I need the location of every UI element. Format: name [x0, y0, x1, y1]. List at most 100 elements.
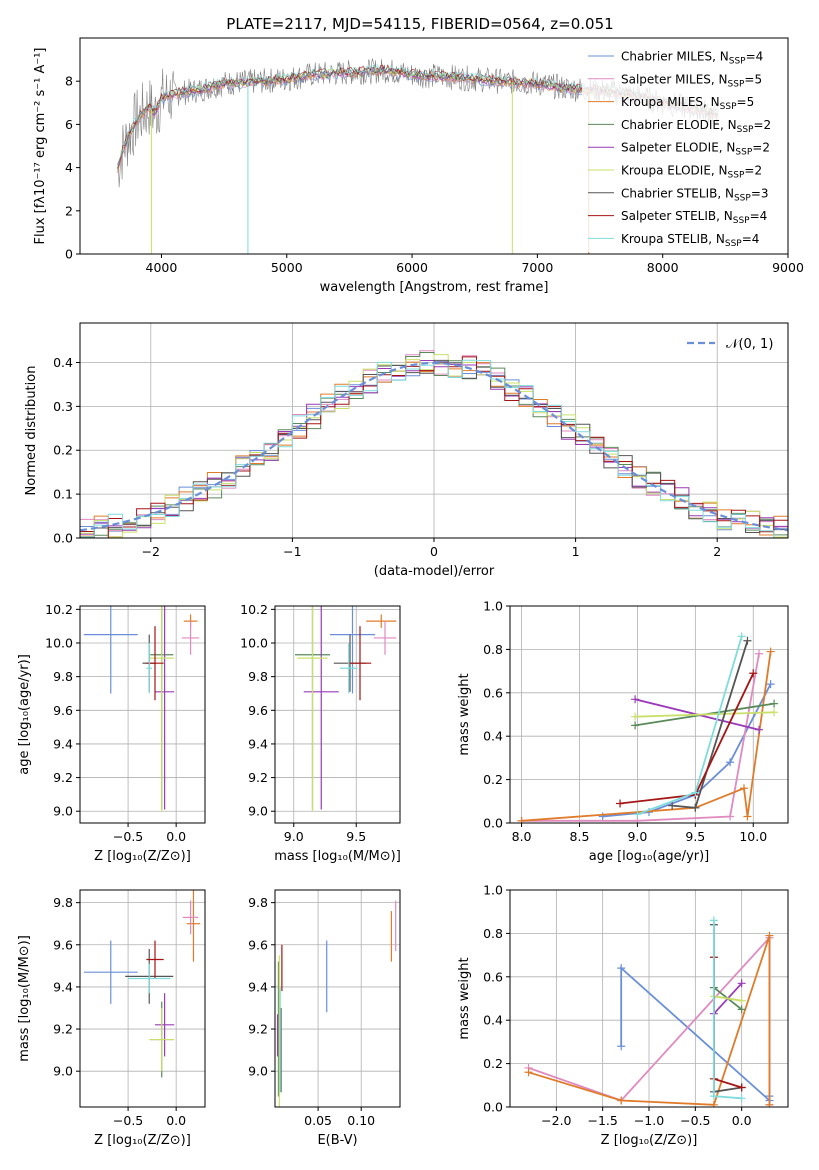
legend-label: Chabrier STELIB, NSSP=3	[621, 186, 769, 203]
axes-frame	[274, 605, 401, 824]
x-tick-label: −2	[142, 544, 160, 559]
y-tick-label: 0.8	[483, 642, 503, 657]
y-tick-label: 9.2	[53, 1022, 73, 1037]
y-tick-label: 0.1	[53, 487, 73, 502]
weight-marker	[631, 721, 640, 730]
x-tick-label: 0.0	[166, 829, 186, 844]
y-tick-label: 0.2	[483, 772, 503, 787]
weight-marker	[616, 799, 625, 808]
x-axis-label: Z [log₁₀(Z/Z⊙)]	[94, 1133, 191, 1148]
y-axis-label: mass [log₁₀(M/M⊙)]	[17, 935, 32, 1062]
weight-marker	[770, 708, 779, 717]
y-tick-label: 9.8	[248, 895, 268, 910]
y-tick-label: 9.8	[53, 895, 73, 910]
y-tick-label: 9.2	[248, 1022, 268, 1037]
x-tick-label: 0.0	[732, 1113, 752, 1128]
y-tick-label: 9.0	[248, 804, 268, 819]
panel-residuals: −2 −1 0 1 2 0.0 0.1 0.2 0.3 0.4 (data-model)/error…	[24, 322, 789, 579]
x-tick-label: 0.10	[347, 1113, 375, 1128]
y-tick-label: 0.4	[483, 729, 503, 744]
plot-area	[80, 350, 788, 538]
x-tick-label: 10.0	[739, 829, 767, 844]
weight-marker	[631, 695, 640, 704]
x-tick-label: 9000	[772, 260, 804, 275]
y-tick-label: 10.2	[240, 602, 268, 617]
x-tick-label: 0.0	[166, 1113, 186, 1128]
y-tick-label: 0.2	[53, 443, 73, 458]
legend-label: Salpeter ELODIE, NSSP=2	[621, 141, 770, 158]
legend-box	[582, 42, 787, 252]
x-tick-label: 6000	[396, 260, 428, 275]
y-tick-label: 9.6	[248, 937, 268, 952]
weight-marker	[709, 1100, 718, 1107]
x-axis-label: Z [log₁₀(Z/Z⊙)]	[601, 1133, 698, 1148]
y-tick-label: 0.8	[483, 926, 503, 941]
y-tick-label: 9.8	[248, 669, 268, 684]
weight-marker	[743, 636, 752, 645]
y-tick-label: 10.0	[45, 636, 73, 651]
weight-marker	[691, 788, 700, 797]
weight-marker	[617, 1042, 626, 1051]
weight-marker	[766, 680, 775, 689]
y-axis-label: mass weight	[457, 673, 472, 755]
y-tick-label: 9.6	[53, 703, 73, 718]
weight-marker	[631, 712, 640, 721]
x-tick-label: 9.0	[284, 829, 304, 844]
y-axis-label: Flux [fλ10⁻¹⁷ erg cm⁻² s⁻¹ A⁻¹]	[33, 48, 48, 245]
y-tick-label: 9.2	[53, 770, 73, 785]
x-axis-label: wavelength [Angstrom, rest frame]	[320, 280, 549, 295]
weight-marker	[749, 669, 758, 678]
weight-line	[521, 653, 760, 822]
x-axis-label: age [log₁₀(age/yr)]	[589, 849, 710, 864]
weight-marker	[709, 916, 718, 925]
legend-label: 𝒩(0, 1)	[726, 337, 773, 352]
weight-marker	[737, 1083, 746, 1092]
y-tick-label: 10.2	[45, 602, 73, 617]
panel-mass_vs_Z: −0.5 0.0 9.0 9.2 9.4 9.6 9.8 Z [log₁₀(Z/Z⊙)] mas…	[17, 889, 206, 1148]
axes-frame	[509, 605, 789, 824]
weight-marker	[617, 964, 626, 973]
x-tick-label: 7000	[521, 260, 553, 275]
legend-label: Chabrier ELODIE, NSSP=2	[621, 118, 771, 135]
weight-marker	[617, 1096, 626, 1105]
y-tick-label: 9.6	[248, 703, 268, 718]
plot-area	[83, 890, 201, 1078]
x-tick-label: 4000	[146, 260, 178, 275]
plot-area	[517, 632, 779, 823]
y-tick-label: 9.4	[248, 736, 268, 751]
y-tick-label: 9.0	[53, 1064, 73, 1079]
x-axis-label: (data-model)/error	[374, 564, 495, 579]
x-tick-label: 9.0	[627, 829, 647, 844]
y-tick-label: 10.0	[240, 636, 268, 651]
legend-label: Salpeter STELIB, NSSP=4	[621, 209, 767, 226]
panel-weight_vs_Z: −2.0 −1.5 −1.0 −0.5 0.0 0.0 0.2 0.4 0.6 0.8 1.0 Z […	[457, 883, 789, 1148]
y-axis-label: age [log₁₀(age/yr)]	[17, 654, 32, 775]
y-tick-label: 9.2	[248, 770, 268, 785]
x-tick-label: −0.5	[680, 1113, 710, 1128]
x-tick-label: 9.5	[685, 829, 705, 844]
y-tick-label: 1.0	[483, 883, 503, 898]
y-tick-label: 9.0	[53, 804, 73, 819]
legend-label: Kroupa STELIB, NSSP=4	[621, 232, 759, 249]
x-axis-label: E(B-V)	[317, 1133, 357, 1148]
y-tick-label: 4	[65, 160, 73, 175]
axes-frame	[79, 889, 206, 1108]
panel-weight_vs_age: 8.0 8.5 9.0 9.5 10.0 0.0 0.2 0.4 0.6 0.8 1.0 age [l…	[457, 599, 789, 864]
x-tick-label: −0.5	[113, 1113, 143, 1128]
y-axis-label: mass weight	[457, 957, 472, 1039]
weight-marker	[755, 725, 764, 734]
x-tick-label: 5000	[271, 260, 303, 275]
axes-frame	[274, 889, 401, 1108]
panel-age_vs_mass: 9.0 9.5 9.0 9.2 9.4 9.6 9.8 10.0 10.2 mass [log₁₀…	[240, 602, 401, 864]
y-tick-label: 0.6	[483, 685, 503, 700]
weight-marker	[766, 647, 775, 656]
x-tick-label: 8000	[647, 260, 679, 275]
y-tick-label: 9.0	[248, 1064, 268, 1079]
weight-marker	[739, 784, 748, 793]
y-tick-label: 2	[65, 203, 73, 218]
x-tick-label: −1.5	[587, 1113, 617, 1128]
y-tick-label: 0.3	[53, 399, 73, 414]
weight-marker	[743, 812, 752, 821]
legend-label: Chabrier MILES, NSSP=4	[621, 50, 763, 67]
plot-area	[276, 900, 397, 1107]
